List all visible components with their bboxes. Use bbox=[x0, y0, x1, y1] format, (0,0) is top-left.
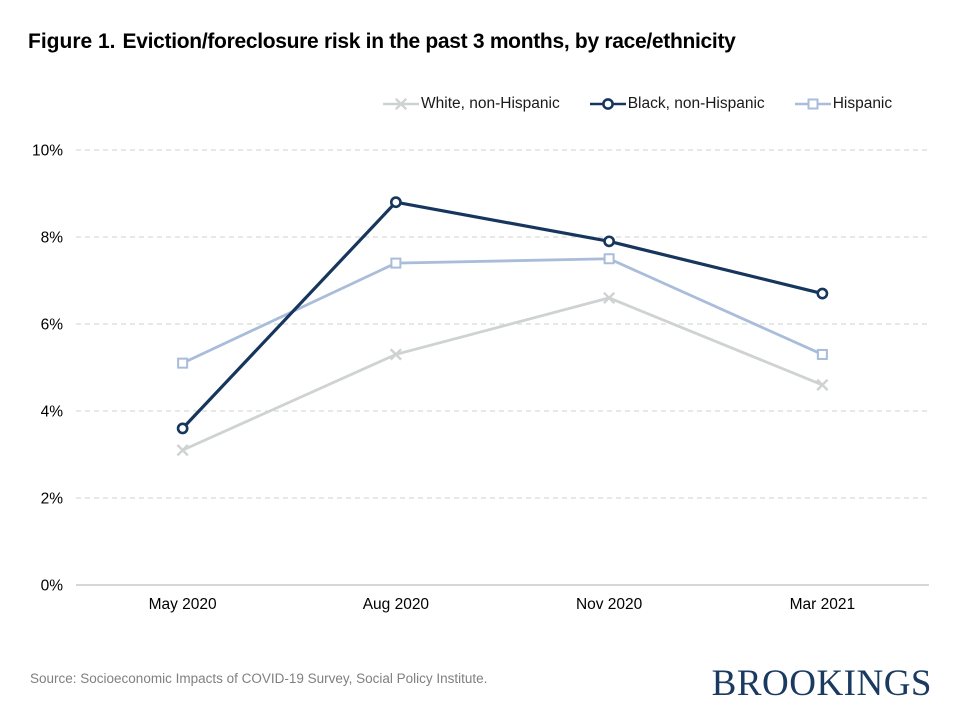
square-marker-icon bbox=[603, 253, 615, 265]
source-note: Source: Socioeconomic Impacts of COVID-1… bbox=[30, 671, 488, 686]
line-chart: 0% 2% 4% 6% 8% 10% May 2020 Aug 2020 Nov 2020 Mar… bbox=[32, 143, 929, 613]
y-tick-label: 2% bbox=[41, 491, 64, 508]
chart-legend: White, non-Hispanic Black, non-Hispanic Hi… bbox=[383, 95, 892, 113]
legend-item-black-non-hispanic: Black, non-Hispanic bbox=[589, 95, 765, 113]
square-marker-icon bbox=[816, 348, 828, 360]
y-tick-label: 0% bbox=[41, 578, 64, 595]
legend-marker-icon bbox=[794, 98, 831, 110]
legend-label: Hispanic bbox=[832, 95, 893, 112]
x-marker-icon bbox=[394, 97, 408, 111]
x-tick-label: Nov 2020 bbox=[576, 596, 643, 613]
legend-item-hispanic: Hispanic bbox=[794, 95, 893, 113]
series-line bbox=[182, 257, 823, 365]
x-marker-icon bbox=[816, 378, 829, 391]
legend-marker-icon bbox=[383, 97, 419, 111]
square-marker-icon bbox=[807, 98, 819, 110]
x-marker-icon bbox=[176, 444, 189, 457]
circle-marker-icon bbox=[389, 196, 402, 209]
legend-label: White, non-Hispanic bbox=[421, 95, 560, 112]
series-line bbox=[181, 200, 823, 430]
x-marker-icon bbox=[603, 291, 616, 304]
x-tick-label: Mar 2021 bbox=[790, 596, 855, 613]
y-tick-label: 4% bbox=[41, 404, 64, 421]
square-marker-icon bbox=[390, 257, 402, 269]
circle-marker-icon bbox=[601, 98, 614, 110]
y-tick-label: 10% bbox=[32, 143, 63, 160]
figure-title: Figure 1. Eviction/foreclosure risk in th… bbox=[28, 30, 736, 54]
circle-marker-icon bbox=[176, 422, 189, 435]
brookings-logo: BROOKINGS bbox=[711, 663, 932, 704]
figure-title-text: Eviction/foreclosure risk in the past 3 … bbox=[122, 30, 736, 53]
figure-number: Figure 1. bbox=[28, 30, 116, 53]
x-tick-label: Aug 2020 bbox=[363, 596, 430, 613]
chart-area: 0% 2% 4% 6% 8% 10% May 2020 Aug 2020 Nov 2020 Mar… bbox=[0, 130, 960, 630]
x-tick-label: May 2020 bbox=[149, 596, 217, 613]
y-tick-label: 8% bbox=[41, 230, 64, 247]
circle-marker-icon bbox=[603, 235, 616, 248]
legend-marker-icon bbox=[589, 98, 626, 110]
series-line bbox=[182, 296, 823, 452]
x-marker-icon bbox=[389, 348, 402, 361]
square-marker-icon bbox=[177, 357, 189, 369]
legend-label: Black, non-Hispanic bbox=[627, 95, 765, 112]
legend-item-white-non-hispanic: White, non-Hispanic bbox=[383, 95, 560, 113]
y-tick-label: 6% bbox=[41, 317, 64, 334]
circle-marker-icon bbox=[816, 287, 829, 300]
